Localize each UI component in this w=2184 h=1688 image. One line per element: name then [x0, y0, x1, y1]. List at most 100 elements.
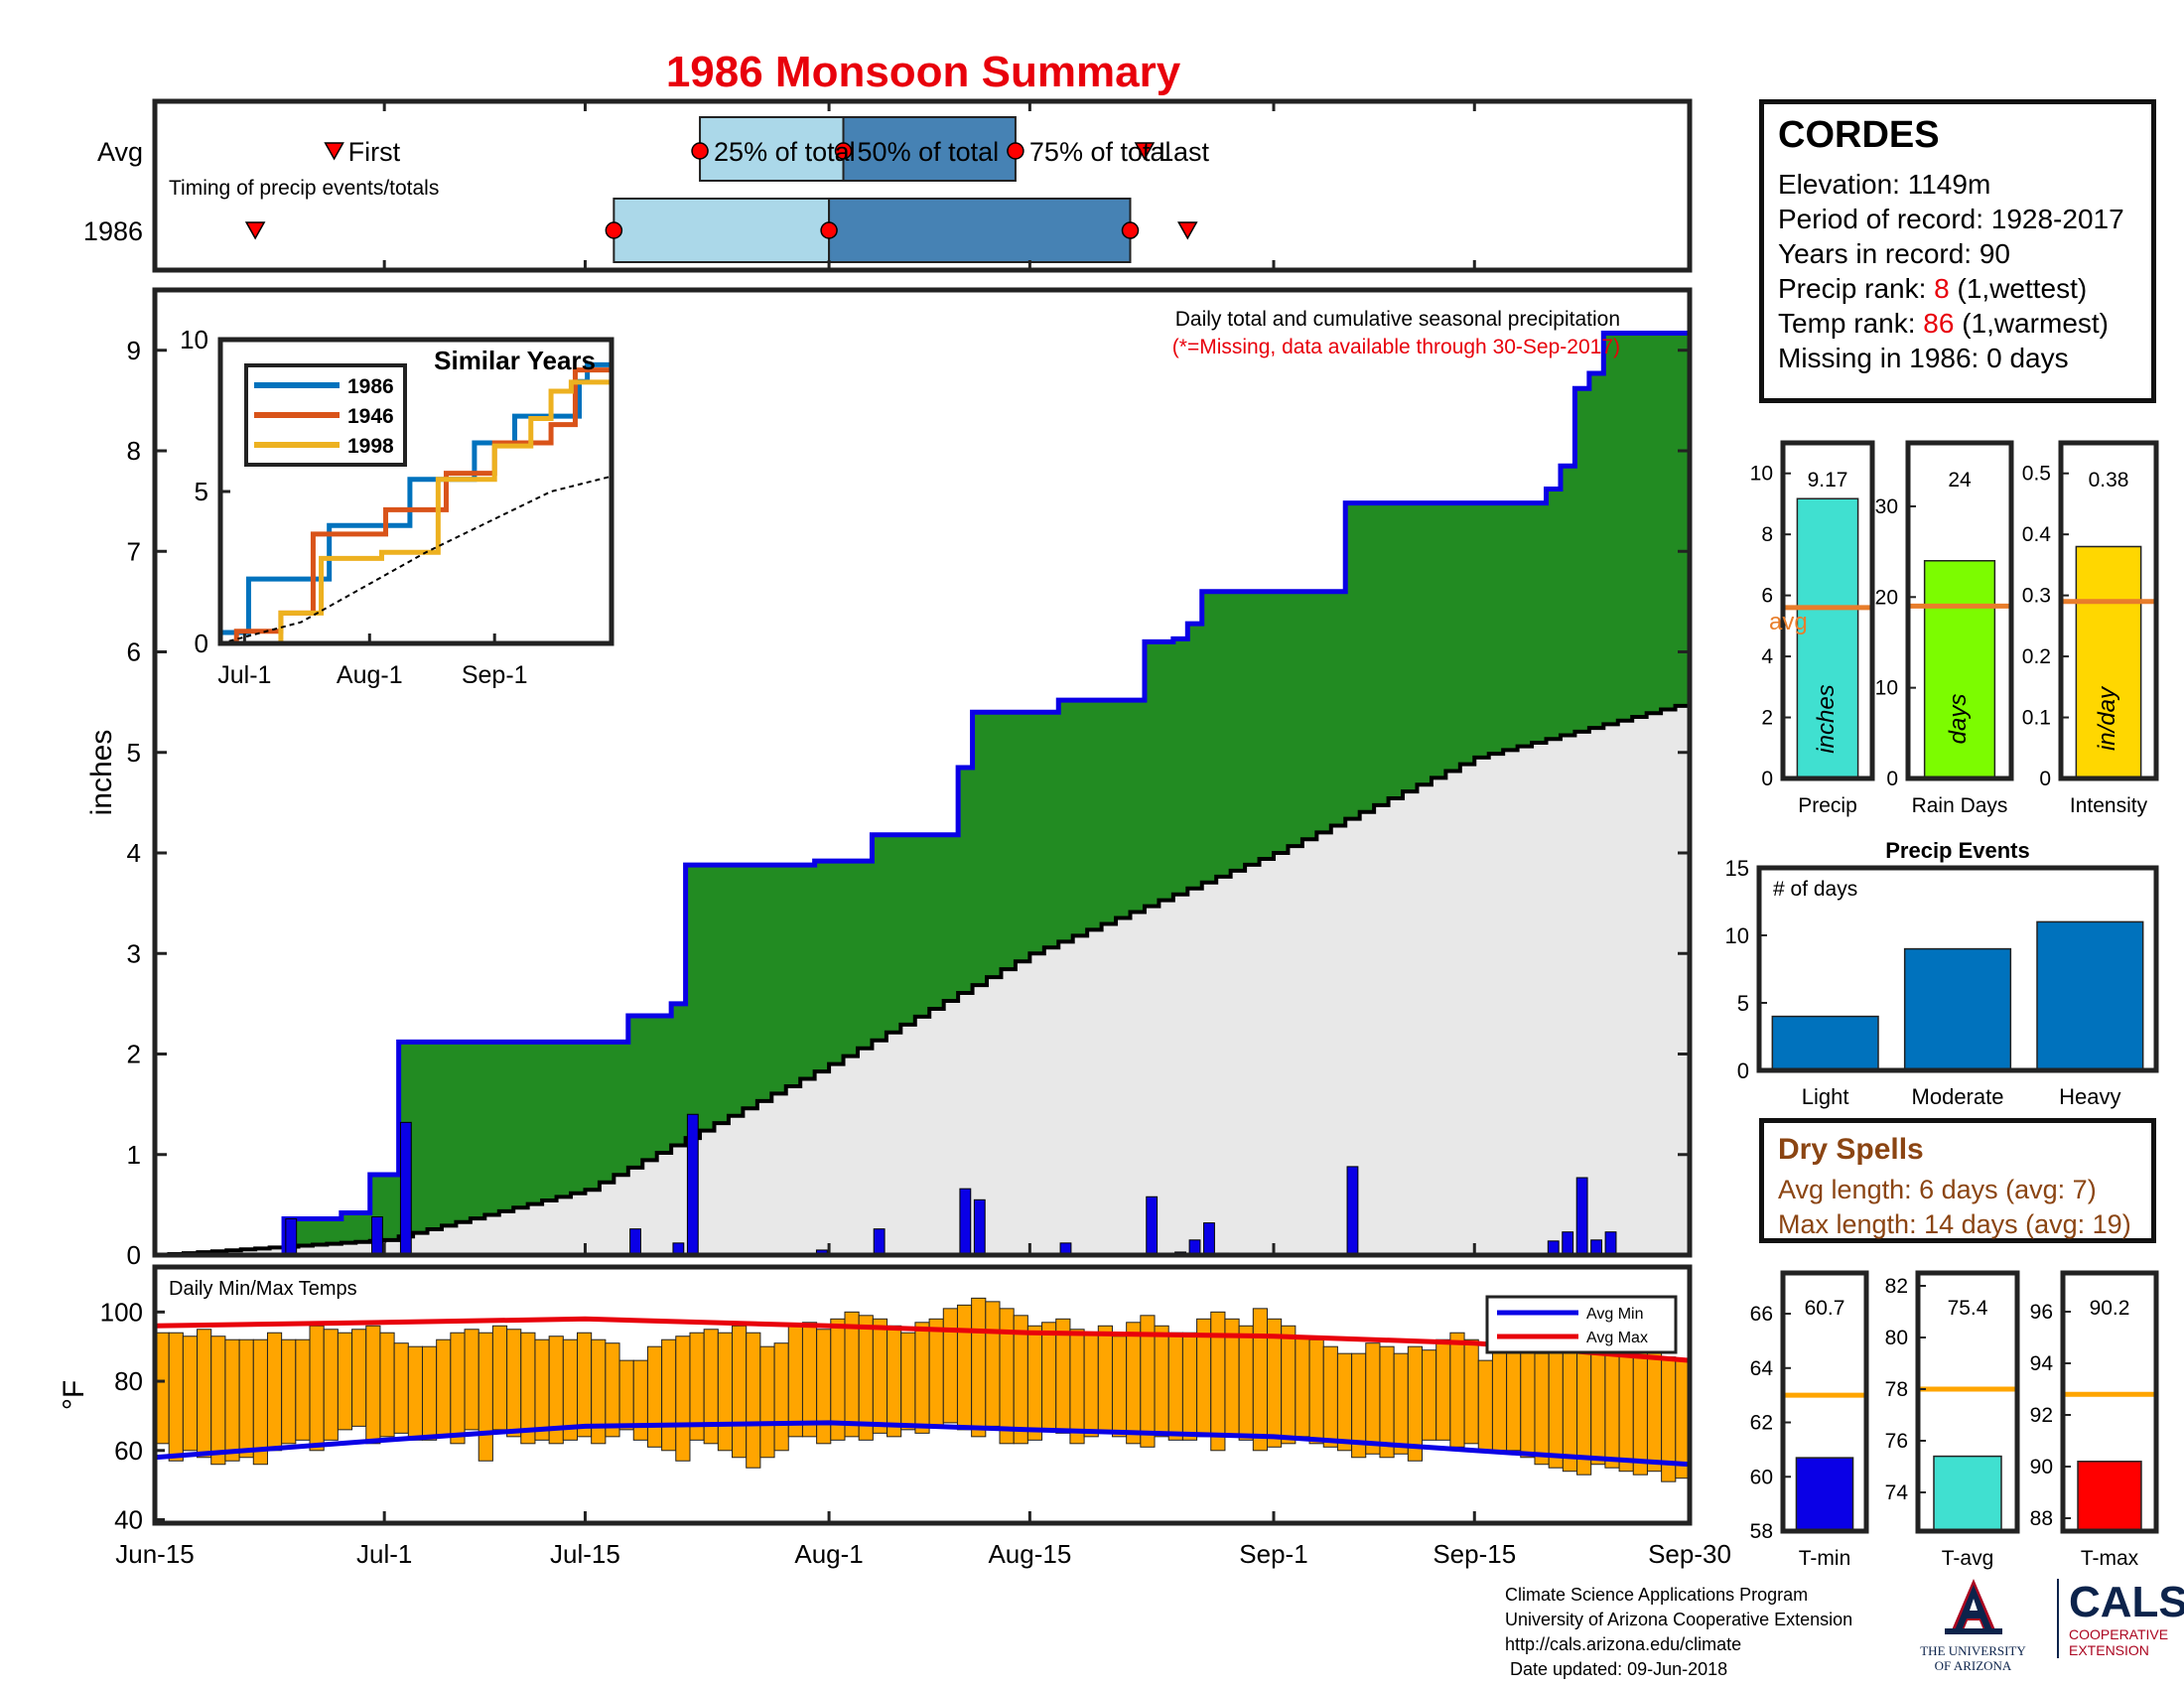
daily-temp-bar: [605, 1342, 620, 1438]
inset-x-tick-label: Aug-1: [337, 661, 403, 689]
y-tick-label: 9: [127, 336, 141, 365]
precip-event-category: Moderate: [1912, 1084, 2004, 1109]
ua-line1: THE UNIVERSITY: [1920, 1643, 2026, 1658]
summary-unit-label: days: [1945, 694, 1972, 745]
daily-temp-bar: [675, 1336, 691, 1462]
main-plot-frame: [152, 287, 1693, 1258]
daily-temp-bar: [491, 1325, 508, 1431]
daily-temp-bar: [197, 1329, 212, 1459]
daily-temp-bar: [1167, 1332, 1183, 1441]
y-tick-label: 3: [127, 938, 141, 968]
mini-y-tick-label: 94: [2030, 1352, 2054, 1375]
summary-category-label: Precip: [1798, 794, 1857, 817]
mini-panel-frame: [1780, 440, 1875, 781]
daily-precip-bar: [1575, 1177, 1588, 1256]
daily-temp-bar: [985, 1301, 1001, 1427]
mini-y-tick-label: 82: [1885, 1275, 1908, 1298]
summary-value-label: 60.7: [1805, 1297, 1845, 1320]
daily-temp-bar: [393, 1342, 409, 1434]
temp-y-tick-label: 100: [100, 1297, 143, 1327]
year-timing-dot: [605, 221, 623, 239]
daily-temp-bar: [1181, 1332, 1198, 1441]
daily-temp-bar: [1449, 1332, 1465, 1448]
summary-category-label: T-avg: [1942, 1547, 1994, 1570]
daily-temp-bar: [1069, 1329, 1085, 1445]
station-years: Years in record: 90: [1778, 238, 2010, 269]
y-tick-label: 0: [127, 1240, 141, 1270]
daily-temp-bar: [577, 1332, 593, 1438]
missing-days: Missing in 1986: 0 days: [1778, 343, 2069, 373]
daily-precip-bar: [873, 1228, 886, 1256]
daily-temp-bar: [1336, 1352, 1353, 1452]
chart-title: 1986 Monsoon Summary: [665, 48, 1181, 96]
daily-temp-bar: [872, 1318, 888, 1434]
temp-y-tick-label: 40: [114, 1505, 143, 1535]
events-frame: [1756, 865, 2159, 1073]
daily-temp-bar: [646, 1345, 663, 1448]
inset-x-tick-label: Jul-1: [217, 661, 271, 689]
avg-first-marker: [324, 142, 344, 161]
year-last-marker: [1177, 221, 1198, 240]
station-elevation: Elevation: 1149m: [1778, 169, 1991, 200]
mini-y-tick-label: 0.2: [2022, 645, 2051, 668]
x-tick-label: Aug-15: [988, 1539, 1071, 1569]
daily-precip-bar: [285, 1218, 298, 1256]
daily-precip-bar: [1146, 1196, 1159, 1256]
daily-temp-bar: [801, 1322, 818, 1438]
temp-caption: Daily Min/Max Temps: [169, 1278, 357, 1300]
timing-label-75: 75% of total: [1029, 137, 1171, 167]
daily-temp-bar: [787, 1325, 803, 1438]
daily-temp-bar: [210, 1336, 226, 1466]
dry-spells-box: Dry Spells Avg length: 6 days (avg: 7) M…: [1759, 1118, 2156, 1243]
mini-panel-frame: [1905, 440, 2014, 781]
daily-temp-bar: [1026, 1325, 1043, 1441]
dry-spells-avg: Avg length: 6 days (avg: 7): [1778, 1175, 2097, 1204]
daily-temp-bar: [1422, 1349, 1437, 1441]
summary-unit-label: in/day: [2094, 685, 2120, 751]
temp-rank: Temp rank: 86 (1,warmest): [1778, 306, 2137, 341]
station-name: CORDES: [1778, 114, 1940, 156]
mini-y-tick-label: 66: [1750, 1303, 1773, 1326]
precip-rank-value: 8: [1934, 273, 1950, 304]
daily-temp-bar: [1238, 1325, 1254, 1441]
daily-temp-bar: [1210, 1311, 1226, 1452]
inset-legend-label: 1986: [347, 375, 394, 398]
mini-y-tick-label: 74: [1885, 1481, 1909, 1504]
daily-temp-bar: [1379, 1345, 1395, 1459]
y-tick-label: 4: [127, 838, 141, 868]
daily-temp-bar: [858, 1315, 874, 1441]
daily-temp-bar: [464, 1329, 479, 1431]
inset-average-line: [219, 475, 613, 644]
x-tick-label: Sep-30: [1648, 1539, 1731, 1569]
daily-temp-bar: [407, 1345, 423, 1441]
x-tick-label: Sep-15: [1433, 1539, 1516, 1569]
credit-line: Climate Science Applications Program: [1505, 1585, 1809, 1605]
daily-temp-bar: [1322, 1345, 1338, 1448]
ua-line2: OF ARIZONA: [1934, 1658, 2012, 1673]
y-tick-label: 1: [127, 1140, 141, 1170]
mini-y-tick-label: 0.1: [2022, 707, 2051, 730]
daily-temp-bar: [942, 1308, 958, 1424]
credit-link[interactable]: http://cals.arizona.edu/climate: [1505, 1634, 1742, 1654]
x-tick-label: Sep-1: [1239, 1539, 1307, 1569]
inset-line-1946: [220, 367, 612, 646]
precip-events-ylabel: # of days: [1773, 878, 1857, 901]
daily-temp-bar: [1083, 1332, 1099, 1438]
inset-y-tick-label: 0: [195, 629, 208, 658]
daily-temp-bar: [281, 1338, 297, 1445]
temp-y-tick-label: 60: [114, 1436, 143, 1466]
mini-panel-frame: [2060, 1270, 2159, 1534]
inset-legend-label: 1998: [347, 435, 394, 458]
daily-temp-bar: [928, 1318, 944, 1427]
daily-temp-bar: [1295, 1336, 1310, 1438]
summary-bar-rain-days: [1923, 560, 1996, 779]
temp-legend-box: [1485, 1295, 1678, 1354]
precip-rank-note: (1,wettest): [1949, 273, 2088, 304]
events-y-tick-label: 10: [1725, 923, 1749, 948]
y-tick-label: 8: [127, 436, 141, 466]
summary-category-label: Intensity: [2070, 794, 2148, 817]
university-of-arizona-logo: THE UNIVERSITY OF ARIZONA: [1906, 1577, 2040, 1673]
x-tick-label: Jul-1: [356, 1539, 412, 1569]
daily-temp-bar: [759, 1345, 775, 1459]
daily-temp-bar: [168, 1332, 184, 1462]
